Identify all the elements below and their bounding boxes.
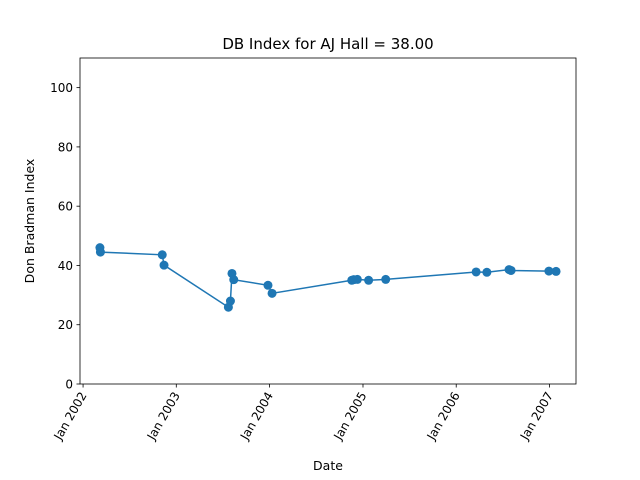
series-layer (95, 243, 561, 312)
data-point (352, 274, 362, 284)
data-point (225, 296, 235, 306)
y-axis-label: Don Bradman Index (22, 159, 37, 284)
data-point (551, 266, 561, 276)
y-axis: 0 20 40 60 80 100 (50, 81, 80, 392)
data-point (471, 267, 481, 277)
plot-frame (79, 57, 577, 385)
data-point (267, 288, 277, 298)
chart-title: DB Index for AJ Hall = 38.00 (222, 35, 433, 53)
y-tick-label: 0 (65, 378, 73, 392)
y-tick-label: 100 (50, 81, 73, 95)
data-point (364, 275, 374, 285)
data-point (381, 274, 391, 284)
data-point (506, 265, 516, 275)
data-point (95, 247, 105, 257)
data-point (482, 267, 492, 277)
y-tick-label: 20 (58, 318, 73, 332)
y-tick-label: 40 (58, 259, 73, 273)
data-point (157, 250, 167, 260)
data-point (159, 260, 169, 270)
y-tick-label: 60 (58, 200, 73, 214)
y-tick-label: 80 (58, 140, 73, 154)
data-point (263, 280, 273, 290)
data-point (544, 266, 554, 276)
data-point (229, 275, 239, 285)
x-axis-label: Date (313, 458, 343, 473)
